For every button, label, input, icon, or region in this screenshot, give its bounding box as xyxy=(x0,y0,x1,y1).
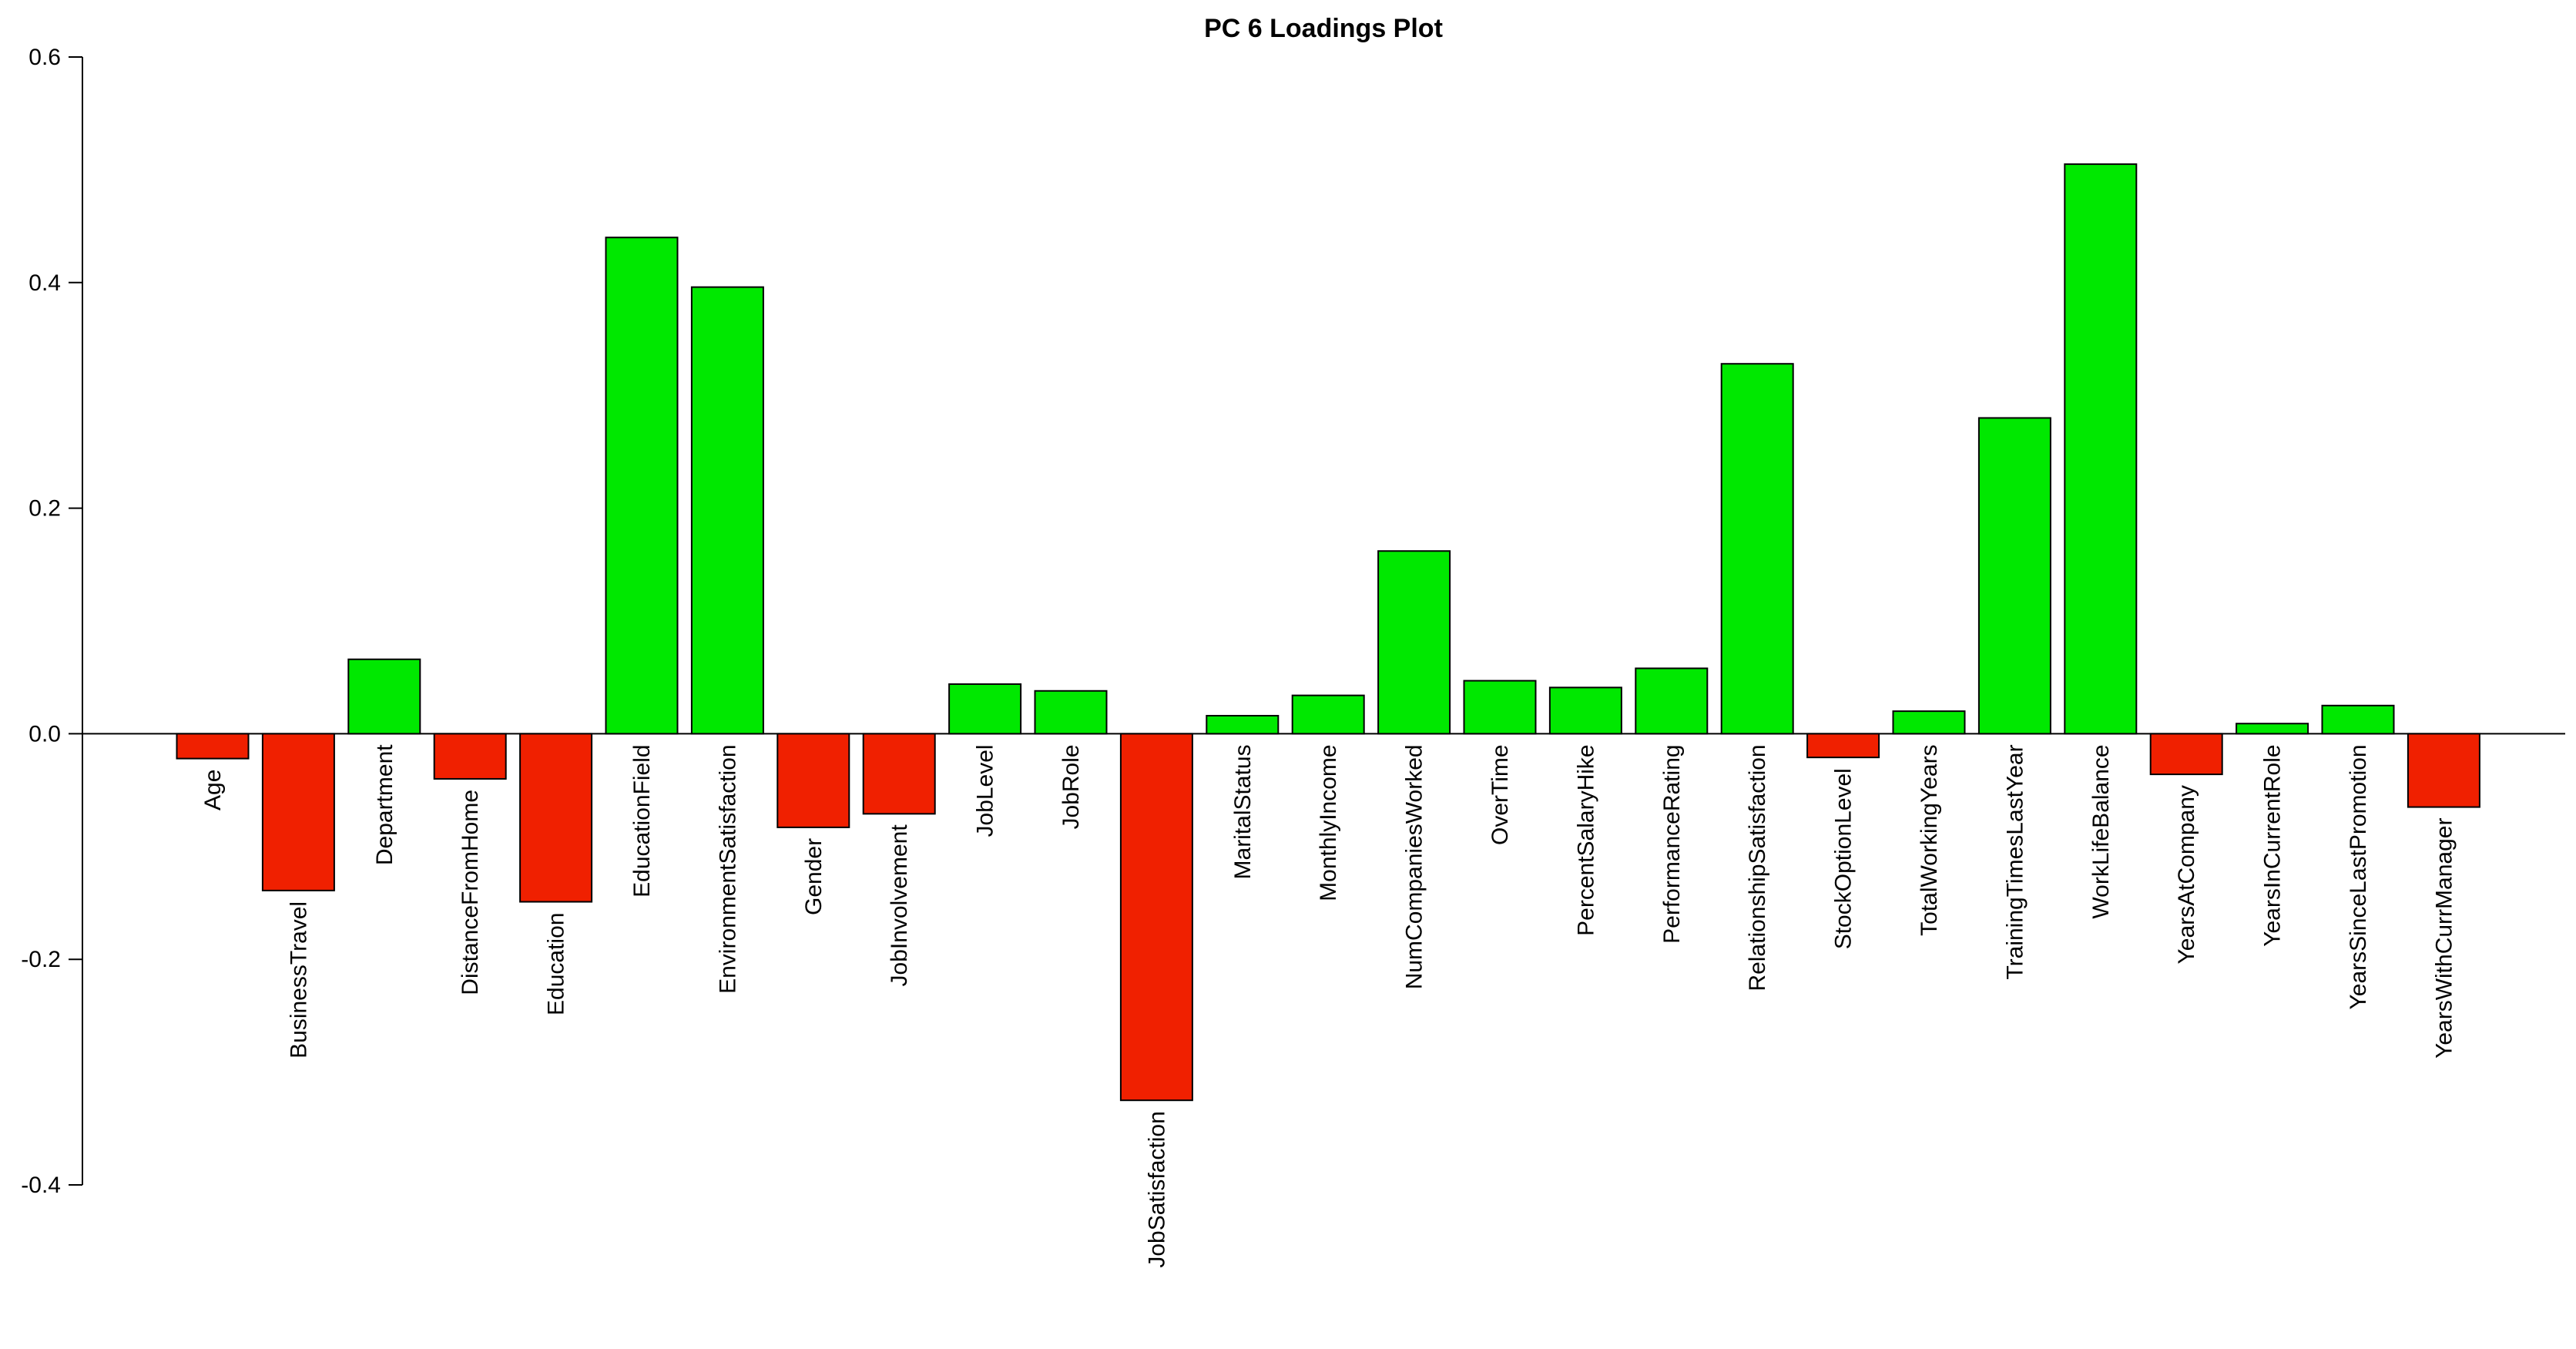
category-label: BusinessTravel xyxy=(286,901,311,1059)
bar-overtime xyxy=(1463,680,1537,735)
chart-title: PC 6 Loadings Plot xyxy=(1204,14,1443,43)
y-tick-label: 0.0 xyxy=(29,721,61,747)
bar-educationfield xyxy=(605,237,679,735)
bar-maritalstatus xyxy=(1206,714,1280,735)
category-label: YearsInCurrentRole xyxy=(2260,744,2286,946)
bar-percentsalaryhike xyxy=(1548,686,1622,735)
bar-performancerating xyxy=(1635,667,1709,735)
y-tick-label: 0.2 xyxy=(29,496,61,522)
category-label: Age xyxy=(200,770,226,810)
bar-yearsincurrentrole xyxy=(2236,723,2309,735)
category-label: PerformanceRating xyxy=(1659,744,1685,943)
category-label: DistanceFromHome xyxy=(458,790,483,995)
category-label: EnvironmentSatisfaction xyxy=(715,744,740,994)
category-label-group: Age BusinessTravel Department DistanceFromH… xyxy=(200,744,2457,1268)
category-label: StockOptionLevel xyxy=(1831,768,1857,949)
category-label: Education xyxy=(544,913,569,1015)
category-label: YearsSinceLastPromotion xyxy=(2346,744,2371,1009)
bar-distancefromhome xyxy=(433,733,507,780)
category-label: JobInvolvement xyxy=(887,824,912,987)
bar-yearsatcompany xyxy=(2149,733,2223,776)
bar-jobrole xyxy=(1034,690,1108,735)
bar-stockoptionlevel xyxy=(1806,733,1880,759)
bar-yearswithcurrmanager xyxy=(2407,733,2480,808)
category-label: RelationshipSatisfaction xyxy=(1745,744,1770,991)
bar-totalworkingyears xyxy=(1892,710,1966,735)
category-label: MaritalStatus xyxy=(1230,744,1256,879)
bar-environmentsatisfaction xyxy=(690,286,764,735)
y-tick-label: 0.4 xyxy=(29,270,61,296)
bar-department xyxy=(347,658,421,735)
bar-monthlyincome xyxy=(1291,694,1365,735)
bar-yearssincelastpromotion xyxy=(2321,704,2395,735)
bar-businesstravel xyxy=(261,733,335,891)
y-tick-label: -0.4 xyxy=(21,1173,61,1198)
category-label: JobRole xyxy=(1058,744,1084,829)
bar-jobsatisfaction xyxy=(1119,733,1193,1102)
category-label: EducationField xyxy=(629,744,655,897)
bar-age xyxy=(176,733,250,760)
category-label: YearsAtCompany xyxy=(2174,785,2199,964)
category-label: JobSatisfaction xyxy=(1144,1111,1169,1267)
category-label: YearsWithCurrManager xyxy=(2431,818,2457,1059)
bar-joblevel xyxy=(948,683,1022,735)
category-label: TotalWorkingYears xyxy=(1917,744,1942,935)
category-label: TrainingTimesLastYear xyxy=(2002,744,2028,979)
category-label: OverTime xyxy=(1488,744,1513,845)
category-label: Department xyxy=(372,744,397,865)
bar-jobinvolvement xyxy=(862,733,936,815)
bar-worklifebalance xyxy=(2064,163,2138,735)
category-label: NumCompaniesWorked xyxy=(1402,744,1427,989)
y-axis: -0.4 -0.2 0.0 0.2 0.4 0.6 xyxy=(21,45,83,1198)
category-label: JobLevel xyxy=(973,744,998,837)
category-label: Gender xyxy=(801,838,827,915)
bar-trainingtimeslastyear xyxy=(1977,417,2051,735)
bar-relationshipsatisfaction xyxy=(1720,363,1794,735)
bar-group xyxy=(176,163,2480,1102)
y-tick-label: -0.2 xyxy=(21,947,61,972)
category-label: MonthlyIncome xyxy=(1316,744,1341,901)
bar-numcompaniesworked xyxy=(1377,550,1451,735)
bar-gender xyxy=(776,733,850,828)
category-label: WorkLifeBalance xyxy=(2088,744,2114,918)
y-tick-label: 0.6 xyxy=(29,45,61,70)
category-label: PercentSalaryHike xyxy=(1573,744,1598,935)
bar-education xyxy=(519,733,593,903)
